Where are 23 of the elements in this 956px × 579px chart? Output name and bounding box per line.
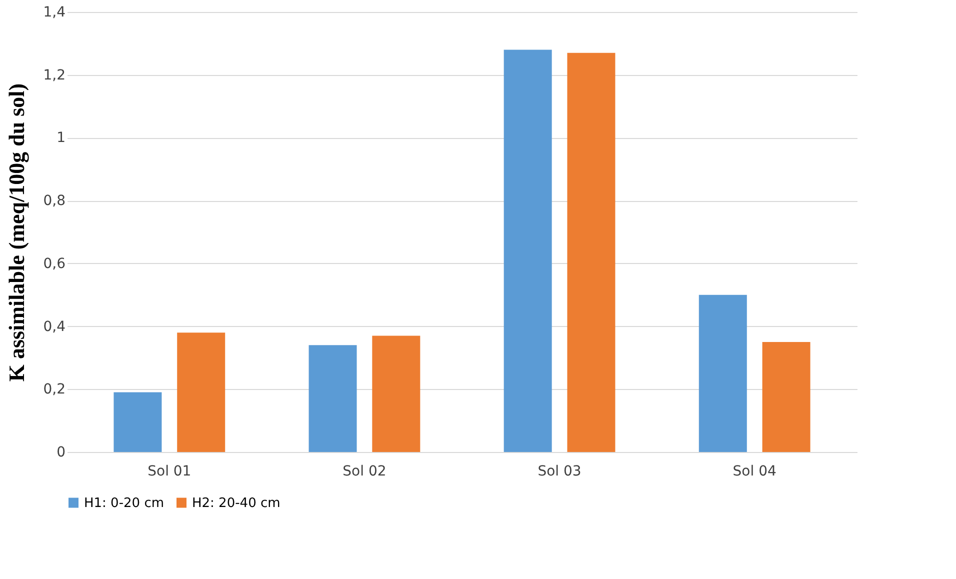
y-tick-label: 1,2: [43, 67, 66, 84]
y-tick-label: 0,6: [43, 256, 66, 272]
x-tick-label: Sol 04: [732, 464, 776, 480]
legend-label: H2: 20-40 cm: [192, 496, 280, 511]
y-tick-label: 0,8: [43, 193, 66, 210]
bar: [567, 52, 616, 452]
y-tick-label: 0: [56, 444, 66, 460]
legend-label: H1: 0-20 cm: [84, 496, 164, 511]
bar: [308, 345, 357, 452]
bar: [698, 294, 747, 452]
bar: [762, 342, 810, 452]
y-tick-label: 0,4: [43, 318, 66, 335]
bar: [114, 392, 162, 452]
x-tick-label: Sol 03: [538, 464, 582, 480]
bar: [177, 332, 226, 452]
y-tick-label: 0,2: [43, 382, 66, 398]
x-tick-label: Sol 01: [148, 464, 192, 480]
y-tick-label: 1: [56, 130, 66, 146]
y-tick-label: 1,4: [43, 4, 66, 20]
y-axis-title: K assimilable (meq/100g du sol): [4, 83, 30, 382]
bar: [372, 336, 420, 452]
x-tick-label: Sol 02: [342, 464, 386, 480]
bar: [504, 50, 552, 452]
